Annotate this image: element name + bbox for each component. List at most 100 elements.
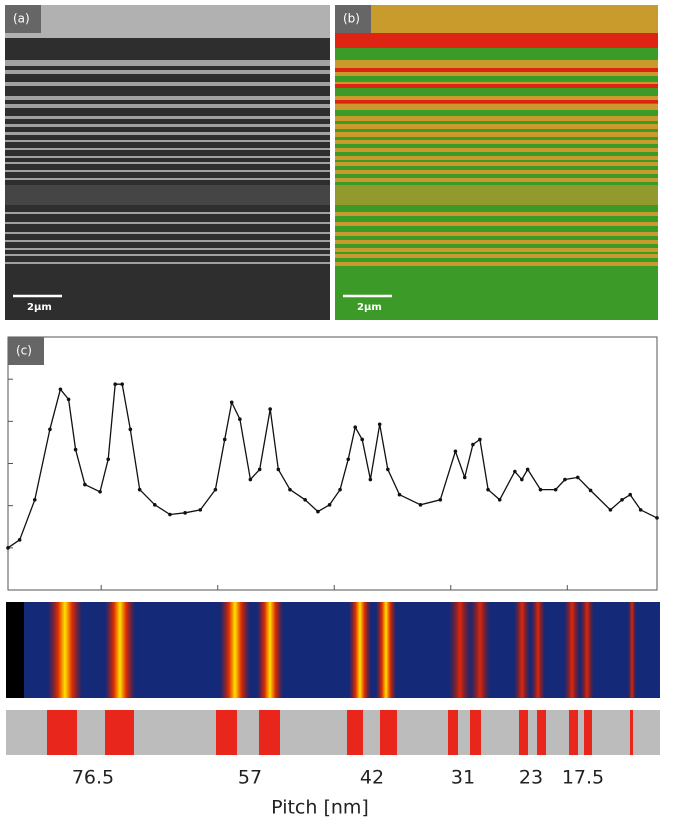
orange-stripe <box>335 116 658 121</box>
red-line-mark <box>569 710 578 755</box>
profile-point <box>98 489 102 494</box>
heat-band <box>470 602 490 698</box>
dim-band <box>5 185 330 205</box>
profile-point <box>538 487 543 492</box>
red-line-mark <box>380 710 397 755</box>
heat-band <box>376 602 396 698</box>
bright-stripe <box>5 178 330 180</box>
pitch-label: 23 <box>519 767 543 789</box>
bright-stripe <box>5 5 330 38</box>
bright-stripe <box>5 96 330 100</box>
red-stripe <box>335 100 658 103</box>
scale-bar-label: 2µm <box>357 302 382 313</box>
bright-stripe <box>5 232 330 234</box>
heat-band <box>628 602 636 698</box>
orange-stripe <box>335 212 658 216</box>
red-stripe <box>335 84 658 88</box>
profile-point <box>257 467 262 472</box>
profile-point <box>525 467 530 472</box>
bright-stripe <box>5 132 330 135</box>
orange-stripe <box>335 140 658 144</box>
red-line-mark <box>448 710 458 755</box>
orange-stripe <box>335 60 658 68</box>
profile-point <box>6 546 10 550</box>
bright-stripe <box>5 262 330 264</box>
pitch-label: 57 <box>238 767 262 789</box>
bright-stripe <box>5 82 330 86</box>
pitch-label: 31 <box>451 767 475 789</box>
red-line-mark <box>259 710 280 755</box>
red-line-mark <box>630 710 633 755</box>
orange-stripe <box>335 124 658 129</box>
orange-stripe <box>335 178 658 182</box>
profile-point <box>288 487 292 492</box>
profile-point <box>497 497 502 502</box>
bright-stripe <box>5 254 330 256</box>
profile-point <box>327 503 332 507</box>
profile-point <box>106 457 111 462</box>
red-line-mark <box>519 710 528 755</box>
bright-stripe <box>5 124 330 127</box>
bright-stripe <box>5 116 330 119</box>
heat-band <box>449 602 471 698</box>
profile-point <box>248 477 253 482</box>
profile-point <box>338 487 342 492</box>
profile-point <box>198 508 203 512</box>
pitch-label: 42 <box>360 767 384 789</box>
profile-point <box>563 477 567 482</box>
profile-point <box>360 437 365 442</box>
heat-band <box>48 602 82 698</box>
red-line-mark <box>584 710 592 755</box>
orange-stripe <box>335 162 658 166</box>
profile-point <box>168 512 172 517</box>
red-line-mark <box>47 710 77 755</box>
profile-point <box>553 487 558 492</box>
panel-label: (a) <box>13 12 30 26</box>
profile-point <box>48 427 52 432</box>
red-stripe <box>335 33 658 48</box>
red-stripe <box>335 68 658 72</box>
orange-stripe <box>335 170 658 174</box>
red-line-mark <box>347 710 363 755</box>
profile-point <box>397 492 402 497</box>
profile-point <box>183 511 187 515</box>
profile-point <box>620 497 624 502</box>
profile-point <box>316 509 320 514</box>
orange-stripe <box>335 262 658 266</box>
pitch-label: 76.5 <box>72 767 114 789</box>
profile-point <box>608 508 613 512</box>
profile-point <box>575 475 580 480</box>
profile-point <box>58 387 63 392</box>
profile-point <box>137 487 142 492</box>
heat-band <box>580 602 594 698</box>
bright-stripe <box>5 248 330 250</box>
profile-point <box>438 497 443 502</box>
profile-point <box>222 437 227 442</box>
profile-point <box>486 487 490 492</box>
heatmap-bg <box>6 602 660 698</box>
bright-stripe <box>5 70 330 74</box>
profile-point <box>655 516 659 520</box>
panel-b: (b) 2µm <box>335 5 658 320</box>
profile-point <box>638 508 643 512</box>
profile-point <box>377 422 382 427</box>
profile-point <box>113 382 117 387</box>
bright-stripe <box>5 156 330 158</box>
profile-point <box>229 400 234 405</box>
heat-band <box>349 602 371 698</box>
bright-stripe <box>5 60 330 66</box>
red-line-mark <box>470 710 481 755</box>
profile-point <box>520 477 524 482</box>
panel-label: (b) <box>343 12 360 26</box>
orange-stripe <box>335 248 658 252</box>
bright-stripe <box>5 148 330 150</box>
profile-point <box>17 538 22 542</box>
red-line-mark <box>537 710 546 755</box>
profile-point <box>128 427 133 432</box>
orange-stripe <box>335 156 658 160</box>
bright-stripe <box>5 170 330 172</box>
red-line-mark <box>105 710 134 755</box>
profile-point <box>83 482 87 487</box>
stripe-bg <box>6 710 660 755</box>
